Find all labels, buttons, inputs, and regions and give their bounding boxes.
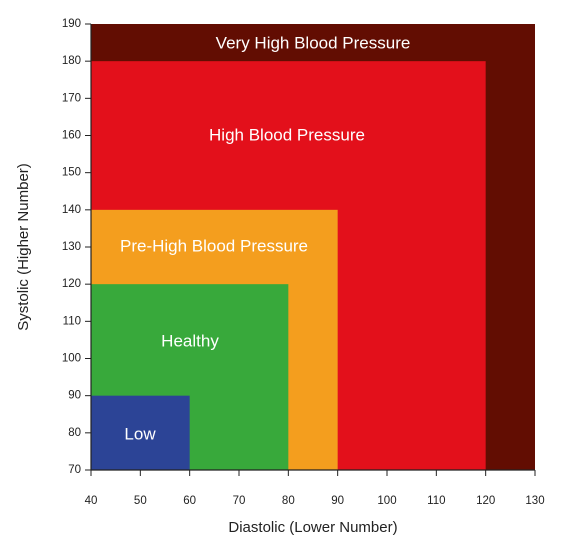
axes-layer: 40 50 60 70 80 90 100 110 120 130 70 80 90 100 110 120 1… — [62, 18, 545, 507]
y-tick-label: 100 — [62, 353, 81, 365]
zone-label-healthy: Healthy — [161, 331, 219, 350]
y-tick-label: 70 — [68, 464, 81, 476]
zone-label-low: Low — [124, 424, 156, 443]
y-tick-label: 80 — [68, 427, 81, 439]
x-tick-label: 100 — [377, 495, 396, 507]
zone-low — [91, 395, 190, 470]
zone-label-very-high-blood-pressure: Very High Blood Pressure — [216, 33, 411, 52]
y-tick-label: 140 — [62, 204, 81, 216]
x-axis-title: Diastolic (Lower Number) — [228, 519, 397, 536]
y-tick-label: 110 — [63, 315, 81, 327]
y-tick-label: 190 — [62, 18, 81, 30]
y-tick-label: 120 — [62, 278, 81, 290]
x-tick-label: 80 — [282, 495, 295, 507]
x-tick-label: 120 — [476, 495, 495, 507]
y-tick-label: 170 — [62, 92, 81, 104]
y-tick-label: 90 — [68, 390, 81, 402]
x-tick-label: 70 — [233, 495, 246, 507]
zones-layer: Very High Blood Pressure High Blood Press… — [91, 24, 535, 471]
y-tick-label: 150 — [62, 167, 81, 179]
y-tick-label: 130 — [62, 241, 81, 253]
y-tick-label: 160 — [62, 130, 81, 142]
x-tick-label: 40 — [85, 495, 98, 507]
x-tick-label: 60 — [183, 495, 196, 507]
x-tick-label: 110 — [427, 495, 445, 507]
x-tick-label: 50 — [134, 495, 147, 507]
y-axis-title: Systolic (Higher Number) — [15, 163, 32, 331]
zone-label-high-blood-pressure: High Blood Pressure — [209, 125, 365, 144]
x-tick-label: 130 — [525, 495, 544, 507]
zone-label-pre-high-blood-pressure: Pre-High Blood Pressure — [120, 236, 308, 255]
x-tick-label: 90 — [331, 495, 344, 507]
y-tick-label: 180 — [62, 55, 81, 67]
